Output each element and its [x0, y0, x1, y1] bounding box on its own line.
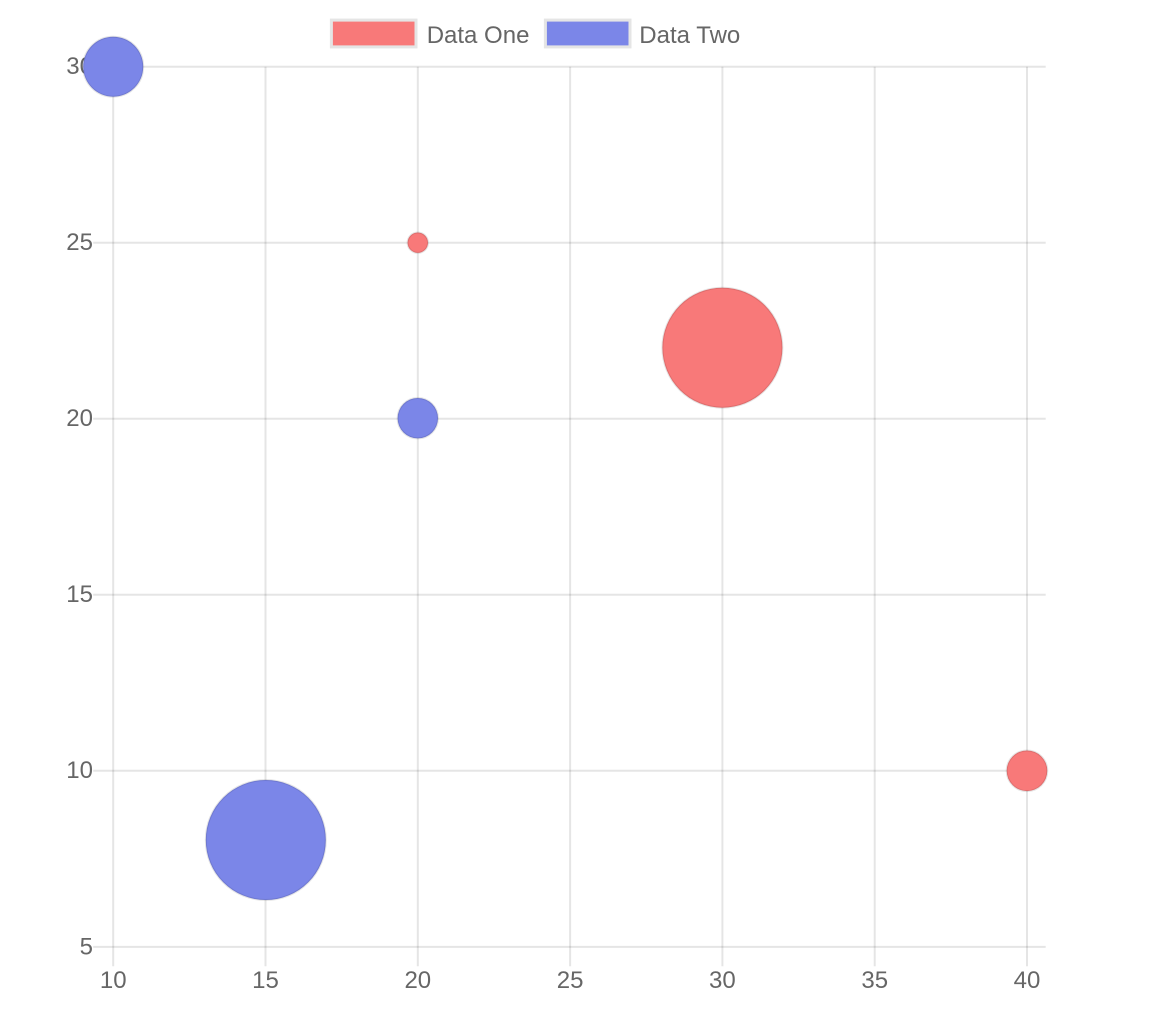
svg-text:10: 10 [66, 757, 93, 784]
svg-text:15: 15 [252, 967, 279, 994]
svg-text:15: 15 [66, 581, 93, 608]
svg-text:Data One: Data One [427, 22, 530, 49]
svg-text:40: 40 [1014, 967, 1041, 994]
svg-text:Data Two: Data Two [639, 22, 740, 49]
svg-text:10: 10 [100, 967, 127, 994]
svg-text:20: 20 [404, 967, 431, 994]
svg-text:20: 20 [66, 405, 93, 432]
svg-text:30: 30 [709, 967, 736, 994]
svg-text:25: 25 [66, 229, 93, 256]
svg-text:25: 25 [557, 967, 584, 994]
svg-text:5: 5 [80, 933, 93, 960]
svg-text:35: 35 [861, 967, 888, 994]
